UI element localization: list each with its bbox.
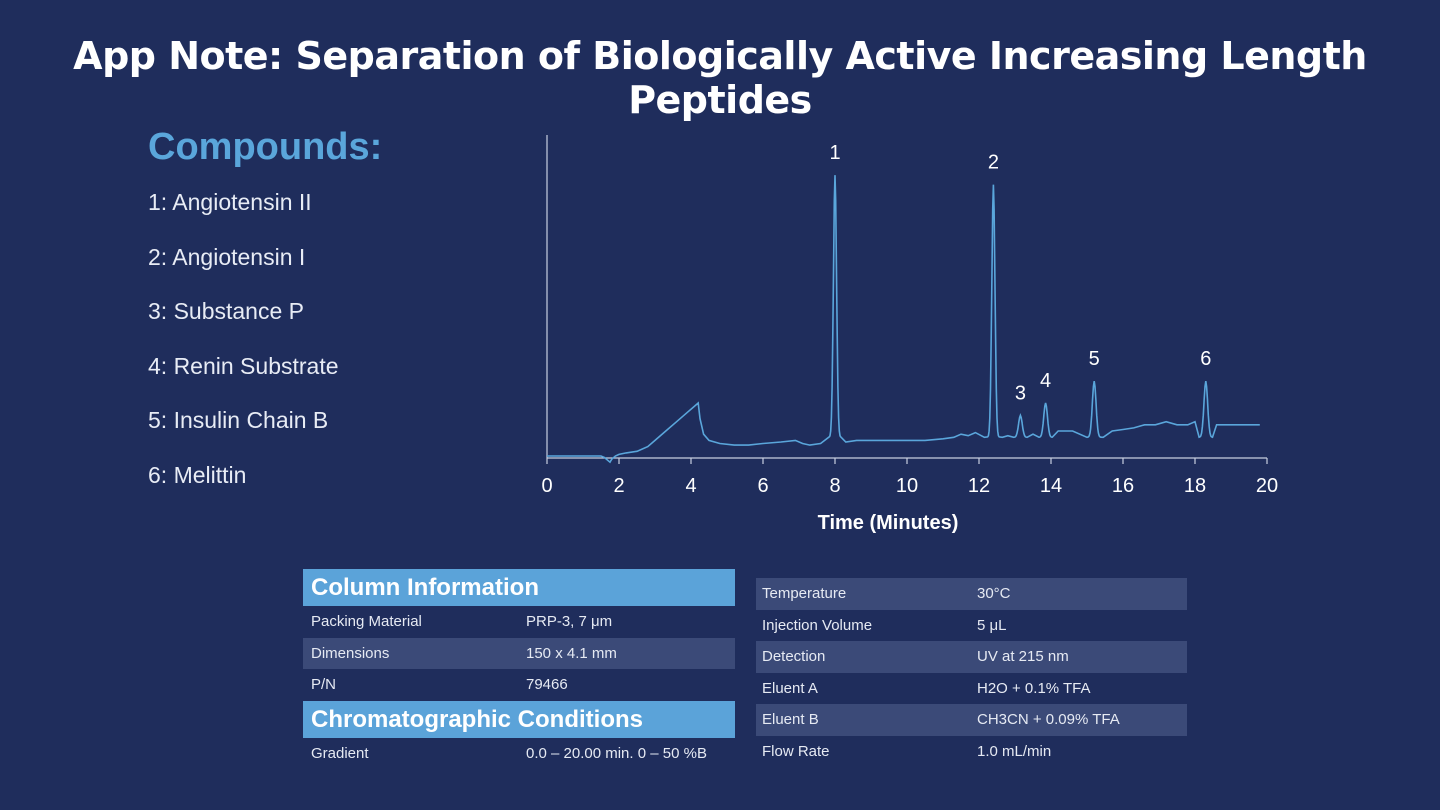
peak-label: 3 — [1015, 382, 1026, 404]
x-tick-label: 12 — [968, 475, 990, 497]
row-label: Gradient — [311, 744, 369, 762]
x-tick-label: 10 — [896, 475, 918, 497]
compound-item: 1: Angiotensin II — [148, 189, 312, 215]
x-tick-label: 4 — [685, 475, 696, 497]
compound-item: 4: Renin Substrate — [148, 352, 339, 379]
row-value: 5 μL — [977, 616, 1007, 634]
compound-item: 2: Angiotensin I — [148, 243, 306, 270]
row-value: UV at 215 nm — [977, 648, 1069, 666]
table-row: Packing Material PRP-3, 7 μm — [303, 606, 735, 638]
page-title: App Note: Separation of Biologically Act… — [73, 34, 1367, 122]
peak-label: 6 — [1200, 348, 1211, 370]
peak-label: 5 — [1089, 348, 1100, 370]
table-row: P/N 79466 — [303, 669, 735, 701]
row-value: 0.0 – 20.00 min. 0 – 50 %B — [526, 744, 707, 762]
row-label: Dimensions — [311, 644, 390, 662]
conditions-heading: Chromatographic Conditions — [303, 700, 735, 738]
row-value: 79466 — [526, 676, 568, 694]
table-row: Gradient 0.0 – 20.00 min. 0 – 50 %B — [303, 738, 735, 770]
row-value: 150 x 4.1 mm — [526, 644, 617, 662]
x-tick-label: 16 — [1112, 475, 1134, 497]
chromatogram-trace — [547, 175, 1260, 464]
table-row: Eluent B CH3CN + 0.09% TFA — [756, 704, 1187, 736]
table-row: Detection UV at 215 nm — [756, 641, 1187, 673]
x-tick-label: 0 — [541, 475, 552, 497]
column-info-heading: Column Information — [303, 569, 735, 606]
x-tick-label: 20 — [1256, 475, 1278, 497]
row-label: Injection Volume — [762, 616, 873, 634]
x-axis-title: Time (Minutes) — [818, 512, 959, 534]
table-row: Eluent A H2O + 0.1% TFA — [756, 673, 1187, 705]
row-label: Packing Material — [311, 613, 422, 630]
row-label: P/N — [311, 676, 337, 694]
x-tick-label: 6 — [757, 475, 768, 497]
x-tick-label: 2 — [613, 475, 624, 497]
row-label: Flow Rate — [762, 742, 830, 760]
peak-label: 4 — [1040, 370, 1051, 392]
row-value: 30°C — [977, 585, 1011, 602]
row-label: Eluent A — [762, 679, 818, 697]
row-value: 1.0 mL/min — [977, 742, 1052, 760]
table-row: Injection Volume 5 μL — [756, 610, 1187, 642]
x-tick-label: 18 — [1184, 475, 1206, 497]
compound-item: 5: Insulin Chain B — [148, 407, 329, 434]
row-value: H2O + 0.1% TFA — [977, 679, 1091, 697]
compound-item: 3: Substance P — [148, 298, 304, 325]
column-info-table: Column Information Packing Material PRP-… — [303, 569, 735, 769]
row-label: Detection — [762, 648, 826, 666]
compound-item: 6: Melittin — [148, 461, 247, 488]
compounds-panel: Compounds: 1: Angiotensin II 2: Angioten… — [148, 126, 382, 515]
row-value: PRP-3, 7 μm — [526, 613, 613, 630]
table-row: Temperature 30°C — [756, 578, 1187, 610]
x-tick-label: 8 — [829, 475, 840, 497]
table-row: Dimensions 150 x 4.1 mm — [303, 637, 735, 670]
table-row: Flow Rate 1.0 mL/min — [756, 736, 1187, 768]
peak-label: 2 — [988, 152, 999, 174]
method-params-table: Temperature 30°C Injection Volume 5 μL D… — [756, 578, 1187, 768]
compounds-heading: Compounds: — [148, 126, 383, 168]
row-label: Eluent B — [762, 711, 819, 729]
x-tick-label: 14 — [1040, 475, 1062, 497]
row-value: CH3CN + 0.09% TFA — [977, 711, 1120, 729]
row-label: Temperature — [762, 585, 847, 602]
peak-label: 1 — [829, 142, 840, 164]
